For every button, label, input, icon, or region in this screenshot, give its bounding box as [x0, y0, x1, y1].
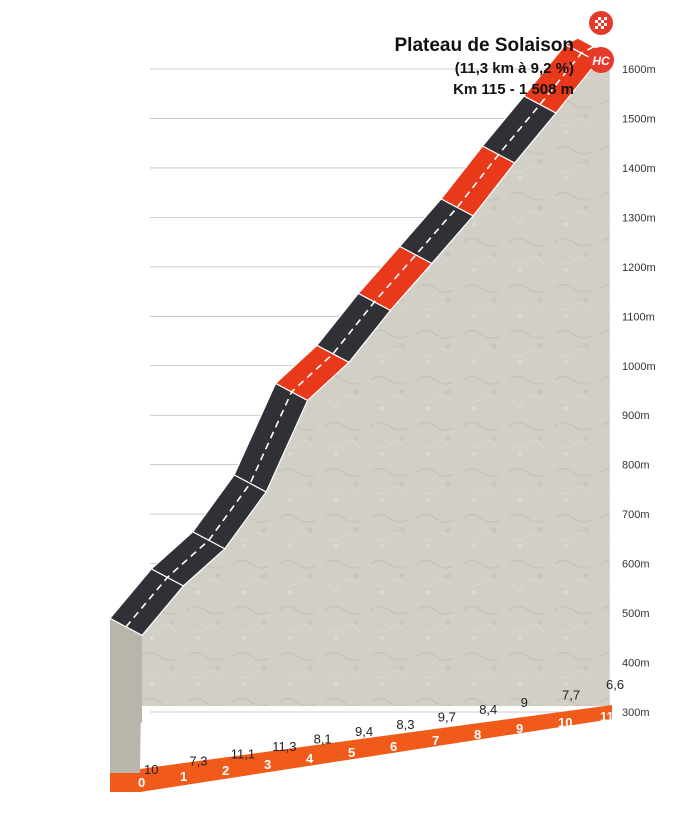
gradient-label: 10 — [144, 762, 158, 777]
km-marker-label: 3 — [264, 757, 271, 772]
km-base-band — [110, 705, 612, 792]
flag-check-cell — [601, 23, 604, 26]
km-marker-label: 9 — [516, 721, 523, 736]
km-marker-label: 7 — [432, 733, 439, 748]
gradient-label: 11,3 — [272, 739, 296, 754]
km-marker-label: 10 — [558, 715, 572, 730]
climb-title-block: Plateau de Solaison (11,3 km à 9,2 %) Km… — [395, 34, 575, 100]
climb-stats: (11,3 km à 9,2 %) — [454, 60, 574, 77]
flag-check-cell — [601, 20, 604, 23]
altitude-tick-label: 600m — [622, 559, 650, 571]
flag-check-cell — [595, 20, 598, 23]
km-marker-label: 4 — [306, 751, 314, 766]
climb-position: Km 115 - 1 508 m — [453, 81, 574, 98]
flag-check-cell — [604, 17, 607, 20]
gradient-label: 7,7 — [562, 687, 580, 702]
climb-name: Plateau de Solaison — [394, 35, 575, 56]
altitude-tick-label: 300m — [622, 707, 650, 719]
category-badge-circle — [588, 47, 614, 73]
terrain-left-wall — [110, 618, 142, 773]
category-badge-label: HC — [592, 54, 610, 68]
km-marker-label: 6 — [390, 739, 397, 754]
terrain-layer — [110, 55, 612, 792]
altitude-tick-label: 800m — [622, 460, 650, 472]
gradient-label: 6,6 — [606, 677, 624, 692]
km-marker-label: 5 — [348, 745, 355, 760]
altitude-tick-label: 1100m — [622, 311, 655, 323]
label-layer: 300m400m500m600m700m800m900m1000m1100m12… — [138, 11, 656, 790]
altitude-tick-label: 500m — [622, 608, 650, 620]
gradient-label: 9 — [521, 695, 528, 710]
gradient-label: 8,3 — [396, 717, 414, 732]
flag-check-cell — [598, 20, 601, 23]
flag-check-cell — [598, 26, 601, 29]
gradient-label: 8,4 — [479, 702, 497, 717]
checkered-flag-icon — [589, 11, 613, 35]
gradient-label: 11,1 — [231, 746, 255, 761]
km-marker-label: 11 — [600, 709, 614, 724]
flag-check-cell — [595, 17, 598, 20]
road-centerline — [125, 45, 595, 628]
flag-check-cell — [598, 17, 601, 20]
flag-check-cell — [595, 23, 598, 26]
terrain-surface — [142, 55, 610, 707]
flag-check-cell — [595, 26, 598, 29]
flag-check-cell — [604, 26, 607, 29]
km-marker-label: 1 — [180, 769, 187, 784]
altitude-tick-label: 1400m — [622, 163, 656, 175]
flag-check-cell — [604, 23, 607, 26]
altitude-tick-label: 1200m — [622, 262, 656, 274]
flag-check-cell — [601, 17, 604, 20]
altitude-tick-label: 1300m — [622, 212, 656, 224]
flag-check-cell — [598, 23, 601, 26]
altitude-tick-label: 900m — [622, 410, 650, 422]
altitude-tick-label: 700m — [622, 509, 650, 521]
km-marker-label: 2 — [222, 763, 229, 778]
gradient-label: 8,1 — [314, 732, 332, 747]
altitude-tick-label: 1500m — [622, 113, 656, 125]
gradient-label: 9,7 — [438, 710, 456, 725]
km-marker-label: 0 — [138, 775, 145, 790]
altitude-tick-label: 1600m — [622, 64, 656, 76]
flag-check-cell — [604, 20, 607, 23]
gradient-label: 9,4 — [355, 724, 373, 739]
gradient-label: 7,3 — [189, 754, 207, 769]
altitude-tick-label: 400m — [622, 658, 650, 670]
altitude-tick-label: 1000m — [622, 361, 656, 373]
flag-check-cell — [601, 26, 604, 29]
category-badge-icon: HC — [588, 47, 614, 73]
km-marker-label: 8 — [474, 727, 481, 742]
